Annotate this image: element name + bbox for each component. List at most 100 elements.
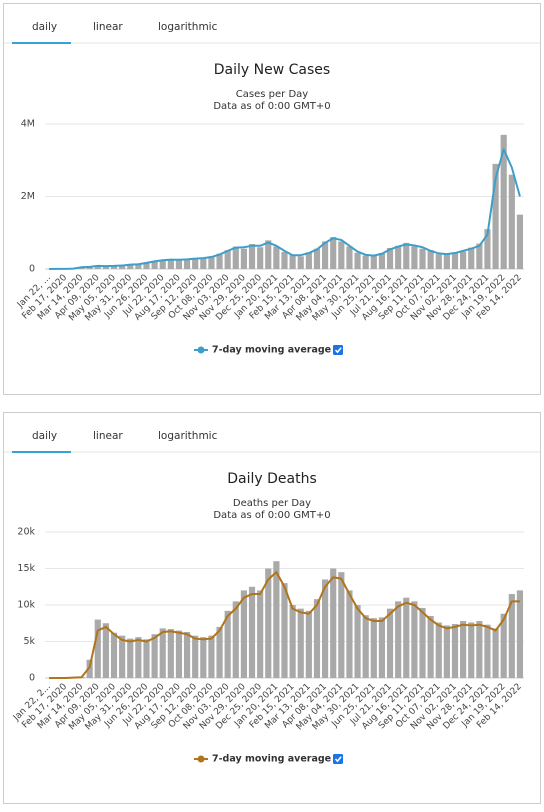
bar xyxy=(379,617,385,678)
bar xyxy=(371,618,377,678)
bar xyxy=(354,253,360,269)
bar xyxy=(517,590,523,678)
bar xyxy=(233,601,239,678)
bar xyxy=(484,625,490,678)
bar xyxy=(249,244,255,269)
legend-item[interactable]: 7-day moving average xyxy=(194,754,343,765)
bar xyxy=(127,639,133,678)
bar xyxy=(103,623,109,678)
bar xyxy=(306,252,312,269)
legend-checkbox[interactable] xyxy=(333,345,343,355)
chart-title: Daily Deaths xyxy=(227,471,317,487)
bar xyxy=(241,249,247,269)
tab[interactable]: linear xyxy=(93,21,123,33)
bar xyxy=(176,631,182,678)
bar xyxy=(257,247,263,269)
bar xyxy=(509,175,515,269)
y-tick-label: 10k xyxy=(17,600,35,611)
legend-marker xyxy=(198,756,205,763)
tab[interactable]: linear xyxy=(93,430,123,442)
chart-subtitle: Data as of 0:00 GMT+0 xyxy=(213,510,330,521)
legend-label: 7-day moving average xyxy=(212,754,331,765)
bar xyxy=(152,634,158,678)
bar xyxy=(371,255,377,269)
bar xyxy=(208,636,214,678)
tab[interactable]: logarithmic xyxy=(158,430,218,442)
bar xyxy=(281,252,287,269)
bar xyxy=(387,609,393,678)
bar xyxy=(184,632,190,678)
bar xyxy=(176,259,182,269)
chart-panel: daily linear logarithmic Daily New Cases Cas… xyxy=(4,4,541,395)
bar xyxy=(233,247,239,269)
bar xyxy=(476,621,482,678)
bar xyxy=(200,258,206,269)
bar xyxy=(460,252,466,269)
checkbox-box xyxy=(333,345,343,355)
bar xyxy=(200,637,206,678)
bar xyxy=(346,590,352,678)
bar xyxy=(216,627,222,678)
bar xyxy=(160,628,166,678)
bar xyxy=(338,241,344,269)
checkbox-box xyxy=(333,754,343,764)
tab[interactable]: daily xyxy=(32,430,57,442)
bar xyxy=(225,250,231,269)
bar xyxy=(135,637,141,678)
bar xyxy=(330,569,336,679)
bar xyxy=(168,629,174,678)
bar xyxy=(290,255,296,270)
legend-label: 7-day moving average xyxy=(212,345,331,356)
bar xyxy=(411,246,417,269)
bar xyxy=(273,247,279,269)
bar xyxy=(411,601,417,678)
legend-item[interactable]: 7-day moving average xyxy=(194,345,343,356)
bar xyxy=(444,625,450,678)
chart-subtitle: Data as of 0:00 GMT+0 xyxy=(213,101,330,112)
active-tab-underline xyxy=(12,451,71,453)
bar xyxy=(444,253,450,269)
chart-subtitle: Cases per Day xyxy=(236,89,308,100)
legend-checkbox[interactable] xyxy=(333,754,343,764)
bar xyxy=(298,256,304,269)
bar xyxy=(363,256,369,269)
y-tick-label: 4M xyxy=(21,119,35,130)
bar xyxy=(265,240,271,269)
bar xyxy=(314,599,320,678)
bar xyxy=(436,254,442,269)
bar xyxy=(354,605,360,678)
bar xyxy=(460,621,466,678)
chart-subtitle: Deaths per Day xyxy=(233,498,311,509)
bar xyxy=(273,561,279,678)
legend-marker xyxy=(198,347,205,354)
bar xyxy=(306,611,312,678)
bar xyxy=(95,620,101,678)
bar xyxy=(436,623,442,678)
chart-title: Daily New Cases xyxy=(214,62,330,78)
bar xyxy=(468,248,474,269)
y-tick-label: 0 xyxy=(29,264,35,275)
bar xyxy=(419,608,425,678)
bar xyxy=(517,215,523,269)
bar xyxy=(257,590,263,678)
bar xyxy=(419,249,425,269)
bar xyxy=(241,590,247,678)
y-tick-label: 2M xyxy=(21,191,35,202)
y-tick-label: 0 xyxy=(29,673,35,684)
bar xyxy=(314,249,320,269)
bar xyxy=(403,243,409,269)
bar xyxy=(249,587,255,678)
bar xyxy=(143,639,149,678)
bar xyxy=(192,259,198,269)
bar xyxy=(346,247,352,269)
bar xyxy=(428,250,434,269)
bar xyxy=(298,609,304,678)
bar xyxy=(119,636,125,678)
chart-panel: daily linear logarithmic Daily Deaths Deaths… xyxy=(4,413,541,804)
tab[interactable]: daily xyxy=(32,21,57,33)
tab[interactable]: logarithmic xyxy=(158,21,218,33)
bar xyxy=(403,598,409,678)
bar xyxy=(452,624,458,678)
bar xyxy=(322,579,328,678)
bar xyxy=(363,615,369,678)
